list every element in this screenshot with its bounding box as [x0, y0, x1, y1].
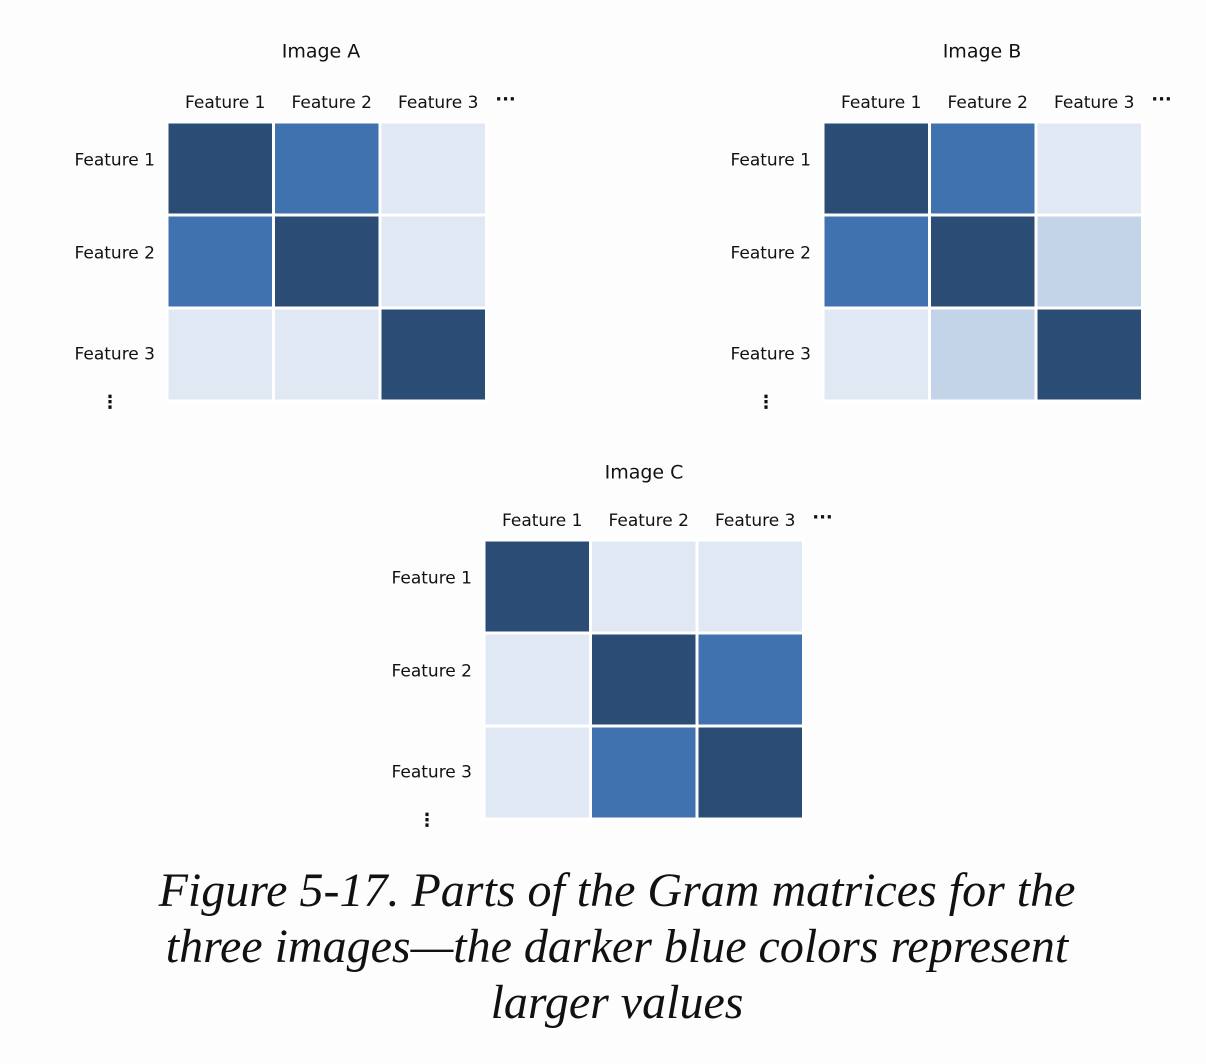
row-label: Feature 3 — [731, 345, 811, 365]
row-label: Feature 2 — [75, 244, 155, 264]
row-label: Feature 1 — [75, 151, 155, 171]
matrix-cell — [378, 306, 488, 403]
matrix-cell — [695, 538, 805, 635]
row-label: Feature 1 — [392, 569, 472, 589]
row-ellipsis: ⋮ — [418, 810, 436, 831]
matrix-cell — [589, 538, 699, 635]
column-ellipsis: ··· — [812, 507, 833, 528]
matrix-cell — [695, 724, 805, 821]
row-ellipsis: ⋮ — [757, 392, 775, 413]
matrix-cell — [695, 631, 805, 728]
column-ellipsis: ··· — [495, 89, 516, 110]
matrix-cell — [821, 306, 931, 403]
matrix-cell — [928, 213, 1038, 310]
row-ellipsis: ⋮ — [101, 392, 119, 413]
matrix-cell — [482, 631, 592, 728]
matrix-cell — [821, 120, 931, 217]
column-ellipsis: ··· — [1151, 89, 1172, 110]
matrix-cell — [589, 724, 699, 821]
row-label: Feature 2 — [731, 244, 811, 264]
matrix-title: Image C — [605, 462, 684, 484]
column-label: Feature 2 — [292, 93, 372, 113]
column-label: Feature 1 — [841, 93, 921, 113]
matrix-cell — [1034, 213, 1144, 310]
matrix-cell — [928, 120, 1038, 217]
matrix-cell — [482, 724, 592, 821]
matrix-cell — [272, 213, 382, 310]
column-label: Feature 1 — [185, 93, 265, 113]
column-label: Feature 3 — [1054, 93, 1134, 113]
matrix-title: Image B — [943, 41, 1022, 63]
column-label: Feature 3 — [398, 93, 478, 113]
matrix-cell — [272, 120, 382, 217]
caption: three images—the darker blue colors repr… — [166, 920, 1070, 973]
caption: Figure 5-17. Parts of the Gram matrices … — [158, 864, 1076, 917]
column-label: Feature 2 — [609, 511, 689, 531]
caption: larger values — [491, 976, 744, 1029]
row-label: Feature 1 — [731, 151, 811, 171]
matrix-cell — [272, 306, 382, 403]
matrix-cell — [928, 306, 1038, 403]
matrix-cell — [165, 306, 275, 403]
column-label: Feature 2 — [948, 93, 1028, 113]
row-label: Feature 3 — [75, 345, 155, 365]
matrix-cell — [1034, 306, 1144, 403]
matrix-cell — [165, 213, 275, 310]
matrix-cell — [378, 120, 488, 217]
matrix-title: Image A — [282, 41, 361, 63]
matrix-cell — [589, 631, 699, 728]
matrix-cell — [378, 213, 488, 310]
matrix-cell — [165, 120, 275, 217]
matrix-cell — [821, 213, 931, 310]
row-label: Feature 3 — [392, 763, 472, 783]
column-label: Feature 1 — [502, 511, 582, 531]
row-label: Feature 2 — [392, 662, 472, 682]
matrix-cell — [1034, 120, 1144, 217]
column-label: Feature 3 — [715, 511, 795, 531]
matrix-cell — [482, 538, 592, 635]
